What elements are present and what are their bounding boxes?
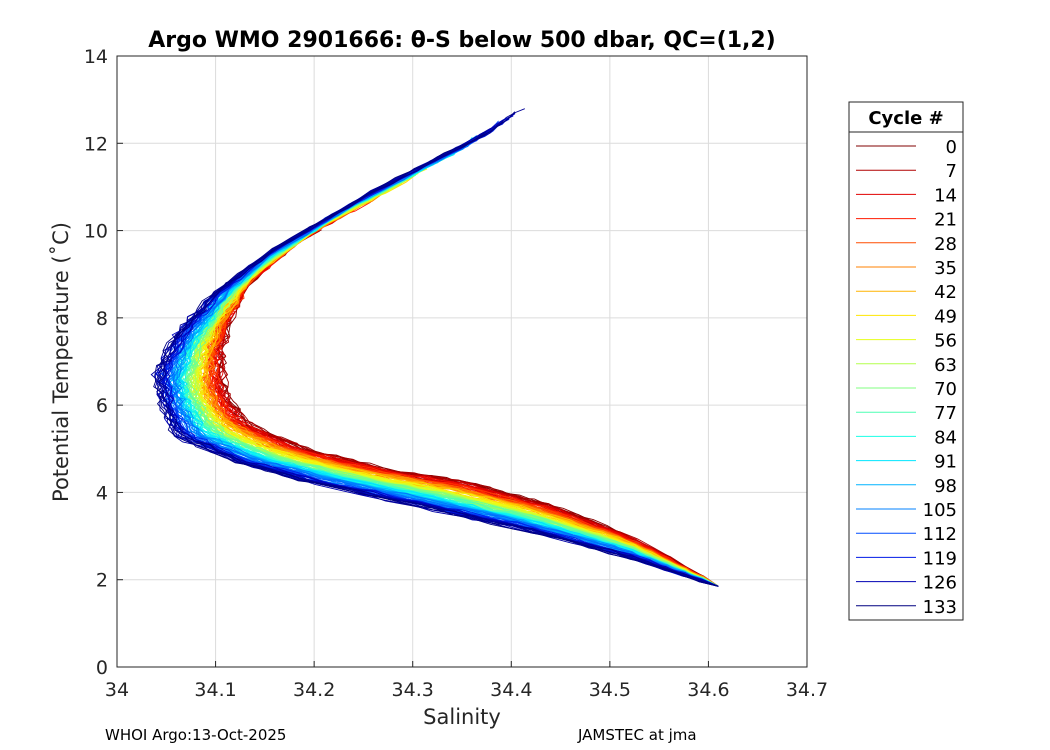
legend-label-28: 28 — [934, 234, 957, 255]
x-tick-label: 34.7 — [786, 679, 828, 701]
legend-label-49: 49 — [934, 306, 957, 327]
footer-source-date: WHOI Argo:13-Oct-2025 — [105, 726, 286, 744]
legend-label-14: 14 — [934, 185, 957, 206]
y-axis-label: Potential Temperature (˚C) — [49, 222, 73, 502]
legend-label-105: 105 — [923, 500, 957, 521]
x-tick-label: 34.2 — [293, 679, 335, 701]
legend-label-63: 63 — [934, 355, 957, 376]
chart-title: Argo WMO 2901666: θ-S below 500 dbar, QC… — [148, 28, 776, 53]
footer-agency: JAMSTEC at jma — [578, 726, 697, 744]
y-tick-label: 12 — [84, 133, 108, 155]
x-tick-label: 34.6 — [687, 679, 729, 701]
x-tick-label: 34.1 — [194, 679, 236, 701]
y-tick-label: 2 — [96, 570, 108, 592]
legend-label-21: 21 — [934, 210, 957, 231]
x-axis-label: Salinity — [423, 705, 501, 729]
y-tick-label: 6 — [96, 395, 108, 417]
legend-label-91: 91 — [934, 452, 957, 473]
y-tick-label: 14 — [84, 46, 108, 68]
x-tick-label: 34.3 — [392, 679, 434, 701]
y-tick-label: 4 — [96, 482, 108, 504]
legend-label-133: 133 — [923, 597, 957, 618]
legend-label-0: 0 — [946, 137, 957, 158]
x-tick-label: 34.5 — [589, 679, 631, 701]
legend-label-119: 119 — [923, 548, 957, 569]
legend: Cycle # 0 7 14 21 28 35 42 49 56 63 70 77 84 91 98 105 1… — [849, 102, 963, 620]
legend-label-7: 7 — [946, 161, 957, 182]
legend-label-112: 112 — [923, 524, 957, 545]
y-tick-label: 10 — [84, 221, 108, 243]
legend-label-84: 84 — [934, 427, 957, 448]
x-tick-label: 34 — [105, 679, 129, 701]
y-tick-label: 8 — [96, 308, 108, 330]
legend-label-126: 126 — [923, 573, 957, 594]
legend-label-98: 98 — [934, 476, 957, 497]
legend-label-70: 70 — [934, 379, 957, 400]
legend-label-35: 35 — [934, 258, 957, 279]
x-tick-label: 34.4 — [490, 679, 532, 701]
y-tick-label: 0 — [96, 657, 108, 679]
legend-label-42: 42 — [934, 282, 957, 303]
legend-label-56: 56 — [934, 331, 957, 352]
plot-area: 34 34.1 34.2 34.3 34.4 34.5 34.6 34.7 0 2 4 6 8 10 12… — [84, 46, 828, 701]
legend-label-77: 77 — [934, 403, 957, 424]
legend-title: Cycle # — [868, 108, 943, 129]
